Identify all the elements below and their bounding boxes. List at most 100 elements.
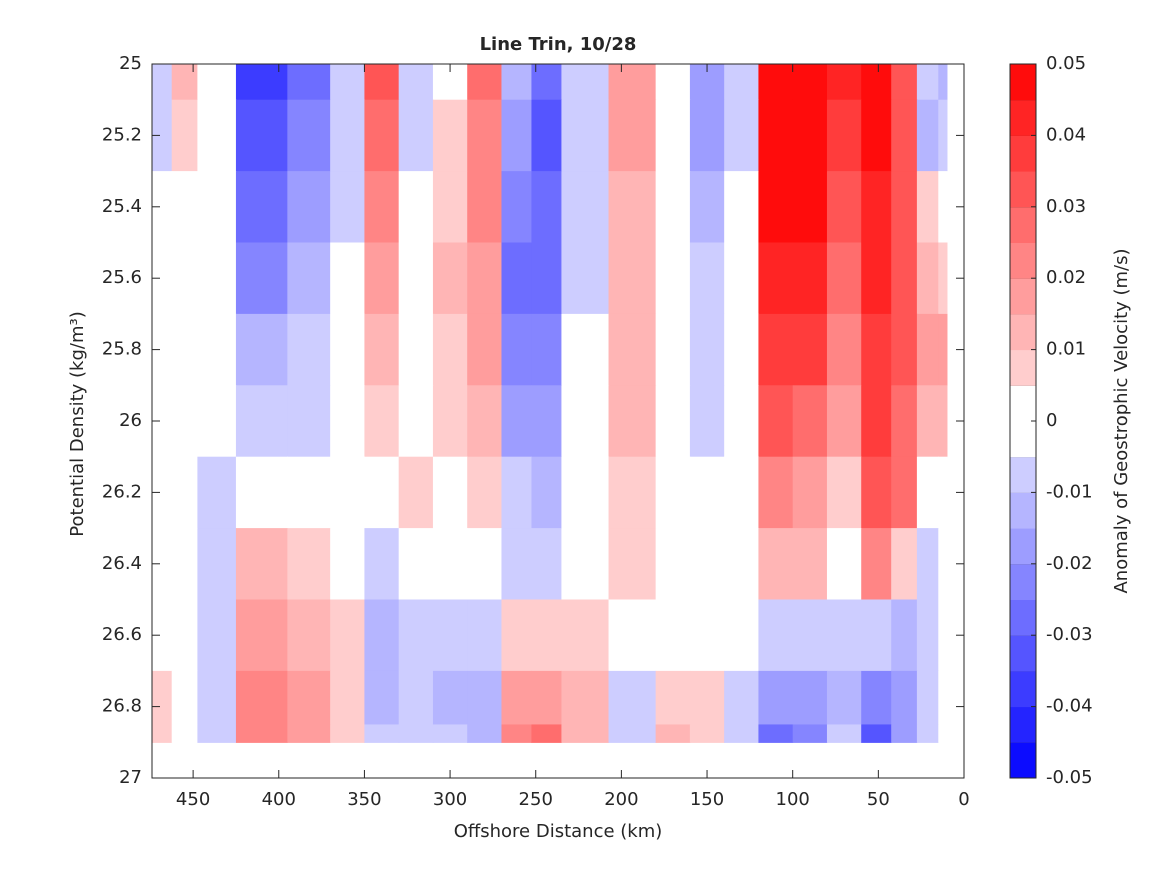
colorbar-band	[1010, 563, 1036, 600]
contour-cell	[792, 242, 828, 315]
contour-cell	[891, 313, 918, 386]
contour-cell	[561, 99, 610, 172]
contour-cell	[826, 99, 862, 172]
x-tick-label: 450	[176, 789, 210, 810]
contour-cell	[287, 670, 331, 726]
colorbar-band	[1010, 242, 1036, 279]
colorbar-band	[1010, 385, 1036, 422]
contour-cell	[561, 599, 610, 672]
colorbar-tick-label: 0.05	[1046, 53, 1086, 74]
contour-cell	[364, 313, 400, 386]
contour-cell	[758, 670, 794, 726]
contour-cell	[861, 385, 892, 458]
contour-cell	[432, 670, 468, 726]
contour-cell	[792, 599, 828, 672]
contour-cell	[861, 528, 892, 601]
contour-cell	[792, 385, 828, 458]
contour-cell	[287, 171, 331, 244]
contour-cell	[938, 599, 948, 672]
contour-cell	[171, 64, 198, 101]
contour-cell	[938, 385, 948, 458]
contour-cell	[916, 456, 939, 529]
contour-cell	[398, 99, 434, 172]
contour-cell	[330, 99, 366, 172]
contour-cell	[861, 99, 892, 172]
contour-cell	[826, 528, 862, 601]
contour-cell	[171, 242, 198, 315]
contour-cell	[861, 724, 892, 743]
contour-cell	[891, 670, 918, 726]
contour-cell	[531, 313, 563, 386]
contour-cell	[792, 724, 828, 743]
contour-cell	[916, 599, 939, 672]
contour-cell	[235, 670, 288, 726]
contour-cell	[364, 599, 400, 672]
contour-cell	[197, 456, 237, 529]
contour-cell	[467, 670, 503, 726]
contour-cell	[152, 64, 173, 101]
contour-cell	[197, 670, 237, 726]
contour-cell	[724, 385, 760, 458]
contour-cell	[531, 242, 563, 315]
contour-cell	[287, 242, 331, 315]
contour-cell	[235, 724, 288, 743]
contour-cell	[467, 528, 503, 601]
contour-cell	[398, 456, 434, 529]
contour-cell	[467, 456, 503, 529]
colorbar-band	[1010, 349, 1036, 386]
contour-cell	[861, 670, 892, 726]
colorbar-band	[1010, 635, 1036, 672]
contour-cell	[689, 99, 725, 172]
contour-cell	[792, 528, 828, 601]
contour-cell	[467, 599, 503, 672]
contour-cell	[531, 385, 563, 458]
contour-cell	[235, 242, 288, 315]
contour-cell	[171, 99, 198, 172]
contour-cell	[467, 171, 503, 244]
y-tick-label: 25.4	[102, 196, 142, 217]
contour-cell	[689, 242, 725, 315]
contour-cell	[531, 670, 563, 726]
contour-cell	[861, 599, 892, 672]
contour-cell	[235, 64, 288, 101]
contour-cell	[398, 385, 434, 458]
contour-cell	[916, 171, 939, 244]
contour-cell	[689, 385, 725, 458]
contour-cell	[689, 456, 725, 529]
contour-cell	[655, 670, 691, 726]
contour-cell	[197, 724, 237, 743]
contour-cell	[501, 64, 533, 101]
contour-cell	[689, 724, 725, 743]
colorbar-band	[1010, 742, 1036, 779]
contour-cell	[938, 313, 948, 386]
contour-cell	[724, 724, 760, 743]
contour-cell	[330, 599, 366, 672]
contour-cell	[826, 724, 862, 743]
contour-cell	[432, 242, 468, 315]
x-tick-label: 100	[776, 789, 810, 810]
contour-cell	[938, 99, 948, 172]
contour-cell	[171, 385, 198, 458]
contour-cell	[758, 528, 794, 601]
colorbar-tick-label: 0.01	[1046, 339, 1086, 360]
contour-cell	[826, 64, 862, 101]
contour-cell	[287, 599, 331, 672]
colorbar-band	[1010, 456, 1036, 493]
contour-cell	[938, 242, 948, 315]
contour-cell	[758, 599, 794, 672]
contour-cell	[364, 99, 400, 172]
x-tick-label: 250	[519, 789, 553, 810]
contour-cell	[287, 313, 331, 386]
contour-cell	[197, 385, 237, 458]
contour-cell	[891, 599, 918, 672]
contour-cell	[235, 385, 288, 458]
colorbar-tick-label: -0.01	[1046, 481, 1093, 502]
contour-cell	[724, 456, 760, 529]
contour-cell	[608, 599, 657, 672]
contour-cell	[891, 242, 918, 315]
contour-cell	[501, 313, 533, 386]
contour-cell	[531, 171, 563, 244]
contour-cell	[608, 242, 657, 315]
contour-cell	[235, 313, 288, 386]
contour-cell	[826, 599, 862, 672]
